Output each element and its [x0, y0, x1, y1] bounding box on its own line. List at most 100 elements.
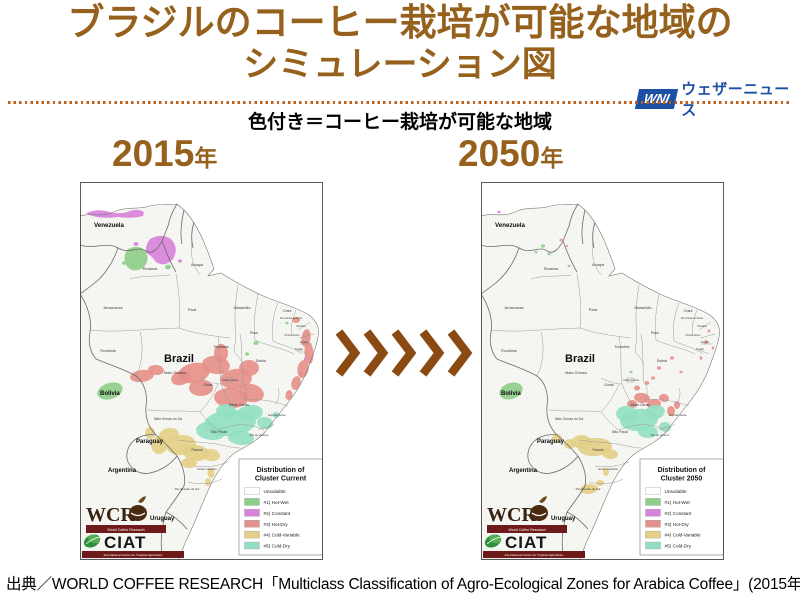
country-borders: [481, 203, 596, 555]
map-label: Argentina: [108, 468, 137, 474]
wcr-band: [86, 525, 166, 533]
coffee-leaf-icon: [138, 496, 146, 503]
map-label: Amapá: [592, 263, 605, 267]
legend-swatch: [244, 541, 260, 550]
map-label: Sergipe: [696, 348, 705, 351]
map-label: Espírito Santo: [669, 413, 687, 417]
map-label: Piauí: [250, 331, 258, 335]
map-label: Tocantins: [213, 345, 228, 349]
map-label: Maranhão: [634, 306, 651, 310]
map-label: Santa Catarina: [598, 467, 618, 471]
map-label: Venezuela: [94, 222, 124, 229]
map-label: Paraíba: [296, 324, 306, 328]
map-frame: [80, 182, 323, 560]
legend-swatch: [244, 530, 260, 539]
map-label: Espírito Santo: [268, 413, 286, 417]
wcr-logo-text: WCR: [487, 504, 536, 526]
map-label: Distrito Federal: [623, 379, 639, 382]
patch-cold-variable: [552, 434, 562, 442]
patch-hot-wet: [534, 250, 538, 254]
patch-hot-dry: [704, 340, 708, 344]
patch-cold-dry: [272, 412, 280, 418]
legend-label: #3) Hot-Dry: [665, 522, 690, 527]
country-borders: [80, 203, 195, 555]
legend-label: #5) Cold-Dry: [665, 544, 692, 549]
patch-hot-dry: [634, 385, 640, 391]
map-label: Mato Grosso do Sul: [154, 417, 182, 421]
legend-label: #2) Constant: [665, 511, 693, 516]
map-label: Rio Grande do Norte: [681, 317, 704, 320]
map-label: Rio Grande do Norte: [280, 317, 303, 320]
map-label: Roraima: [544, 267, 559, 271]
source-credit: 出典／WORLD COFFEE RESEARCH「Multiclass Clas…: [6, 576, 800, 593]
legend-label: #1) Hot-Wet: [665, 500, 691, 505]
ciat-tagline: International Center for Tropical Agricu…: [505, 553, 564, 557]
coffee-leaf-icon: [539, 496, 547, 503]
legend-swatch: [244, 498, 260, 506]
legend-swatch: [244, 487, 260, 495]
patch-hot-dry: [670, 356, 674, 360]
map-label: Uruguay: [150, 516, 175, 522]
wni-logo-mark: WNI: [634, 89, 679, 109]
patch-cold-variable: [202, 448, 220, 462]
ciat-logo-text: CIAT: [104, 533, 146, 552]
patch-cold-variable: [207, 468, 215, 478]
legend-swatch: [645, 541, 661, 550]
wcr-tagline: World Coffee Research: [107, 528, 144, 532]
ciat-logo-text: CIAT: [505, 533, 547, 552]
legend-swatch: [645, 487, 661, 495]
patch-hot-dry: [189, 380, 213, 396]
patch-cold-variable: [602, 448, 618, 460]
year-suffix: 年: [540, 145, 564, 171]
legend-box: [238, 458, 323, 556]
year-number: 2050: [458, 133, 541, 174]
patch-hot-dry: [292, 317, 300, 323]
wcr-logo-text: WCR: [86, 504, 135, 526]
wcr-logo: WCR World Coffee Research: [487, 496, 567, 533]
map-label: São Paulo: [612, 430, 629, 434]
patch-hot-wet: [122, 261, 126, 265]
year-label-2050: 2050年: [458, 133, 563, 175]
patch-hot-dry: [239, 360, 259, 376]
patch-cold-variable: [572, 434, 592, 450]
map-label: Mato Grosso: [565, 371, 587, 375]
map-label: Distrito Federal: [222, 379, 238, 382]
patch-cold-dry: [645, 404, 665, 420]
legend-box: [639, 458, 724, 556]
coffee-cup-icon: [129, 505, 147, 521]
patch-cold-variable: [596, 480, 604, 486]
patch-hot-wet: [285, 321, 289, 325]
patch-hot-dry: [657, 366, 661, 370]
cluster-patches: [497, 210, 715, 495]
patch-hot-wet: [97, 382, 123, 400]
patch-hot-dry: [634, 392, 650, 404]
map-label: Pará: [188, 307, 197, 312]
map-label: Santa Catarina: [197, 467, 217, 471]
legend-title: Cluster Current: [255, 476, 307, 483]
legend-swatch: [645, 498, 661, 506]
map-label: Pernambuco: [686, 333, 701, 337]
ciat-tagline: International Center for Tropical Agricu…: [104, 553, 163, 557]
legend-title: Distribution of: [658, 467, 706, 474]
map-label: Amazonas: [505, 305, 524, 310]
map-label: Amapá: [191, 263, 204, 267]
chevron-icon: [335, 329, 361, 377]
patch-constant: [497, 210, 501, 214]
map-label: Piauí: [651, 331, 659, 335]
map-label: Argentina: [509, 468, 538, 474]
map-label: Pará: [589, 307, 598, 312]
patch-hot-wet: [629, 370, 633, 374]
map-label: Tocantins: [614, 345, 629, 349]
map-label: Ceará: [283, 309, 292, 313]
map-label: São Paulo: [211, 430, 228, 434]
patch-hot-dry: [679, 370, 683, 374]
map-label: Goiás: [203, 383, 213, 387]
map-label: Uruguay: [551, 516, 576, 522]
title-line1: ブラジルのコーヒー栽培が可能な地域の: [67, 2, 733, 43]
legend-swatch: [244, 520, 260, 528]
map-label: Paraíba: [697, 324, 707, 328]
patch-hot-dry: [171, 370, 191, 386]
wcr-tagline: World Coffee Research: [508, 528, 545, 532]
map-label: Paraná: [192, 448, 203, 452]
